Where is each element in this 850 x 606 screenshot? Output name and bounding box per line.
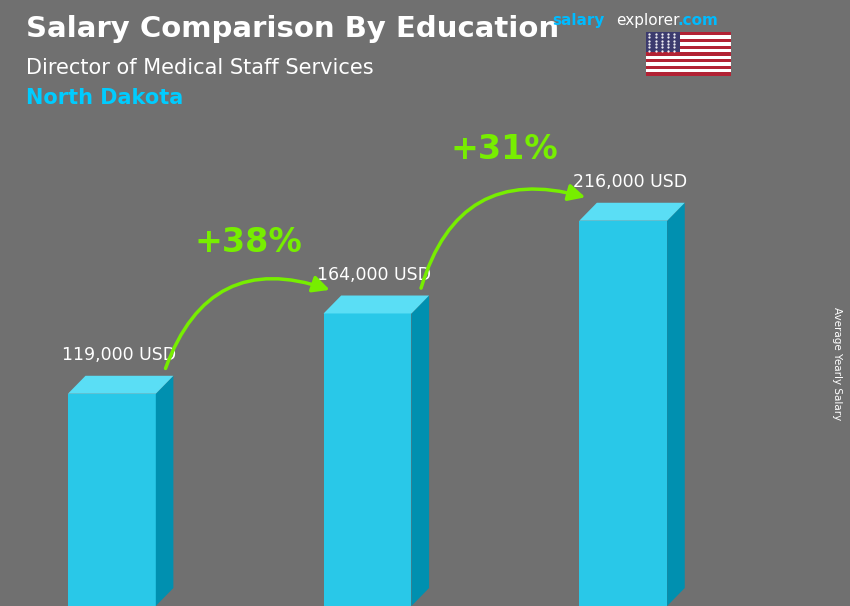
Bar xyxy=(646,72,731,76)
Polygon shape xyxy=(411,296,429,606)
Bar xyxy=(646,52,731,56)
FancyArrowPatch shape xyxy=(166,278,326,368)
Bar xyxy=(324,313,411,606)
Text: .com: .com xyxy=(677,13,718,28)
Polygon shape xyxy=(667,203,685,606)
Bar xyxy=(646,65,731,69)
Bar xyxy=(646,45,731,49)
Text: 164,000 USD: 164,000 USD xyxy=(317,265,431,284)
Bar xyxy=(579,221,667,606)
Bar xyxy=(68,394,156,606)
Polygon shape xyxy=(324,296,429,313)
Bar xyxy=(646,39,731,42)
Text: North Dakota: North Dakota xyxy=(26,88,183,108)
Bar xyxy=(646,32,731,36)
Bar xyxy=(646,59,731,62)
Bar xyxy=(646,62,731,65)
Bar xyxy=(646,36,731,39)
Text: +38%: +38% xyxy=(195,226,303,259)
Polygon shape xyxy=(68,376,173,394)
Bar xyxy=(646,32,680,52)
Polygon shape xyxy=(156,376,173,606)
Polygon shape xyxy=(579,203,685,221)
Bar xyxy=(646,49,731,52)
FancyArrowPatch shape xyxy=(421,186,581,288)
Text: 216,000 USD: 216,000 USD xyxy=(573,173,687,191)
Bar xyxy=(646,69,731,72)
Bar xyxy=(646,56,731,59)
Text: 119,000 USD: 119,000 USD xyxy=(61,346,176,364)
Text: +31%: +31% xyxy=(450,133,558,166)
Text: Salary Comparison By Education: Salary Comparison By Education xyxy=(26,15,558,43)
Text: Director of Medical Staff Services: Director of Medical Staff Services xyxy=(26,58,373,78)
Text: explorer: explorer xyxy=(616,13,680,28)
Bar xyxy=(646,42,731,45)
Text: Average Yearly Salary: Average Yearly Salary xyxy=(832,307,842,420)
Text: salary: salary xyxy=(552,13,605,28)
